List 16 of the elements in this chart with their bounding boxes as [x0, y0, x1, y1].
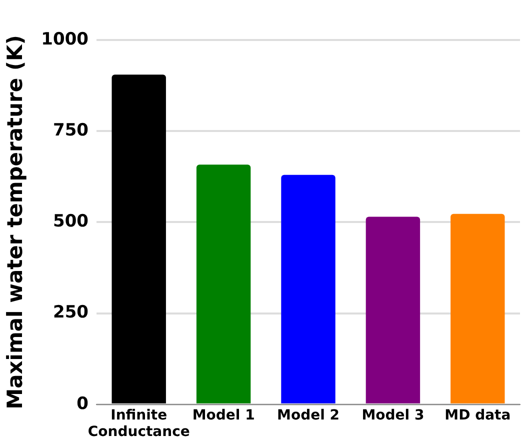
- y-axis-title: Maximal water temperature (K): [3, 35, 28, 410]
- x-tick-label: Model 1: [192, 407, 255, 424]
- y-tick-label: 500: [53, 212, 89, 232]
- bar: [196, 164, 251, 404]
- y-tick-label: 1000: [41, 29, 89, 50]
- bar: [366, 216, 420, 404]
- y-tick-label: 750: [53, 120, 89, 141]
- bar: [112, 74, 166, 404]
- x-tick-label: Model 2: [277, 407, 340, 424]
- bar: [281, 174, 336, 404]
- x-tick-label: Model 3: [362, 407, 424, 424]
- x-tick-label: Infinite Conductance: [88, 407, 190, 440]
- x-tick-label: MD data: [444, 407, 511, 424]
- y-tick-label: 0: [76, 394, 89, 414]
- bar: [450, 214, 505, 404]
- y-tick-label: 250: [53, 302, 89, 323]
